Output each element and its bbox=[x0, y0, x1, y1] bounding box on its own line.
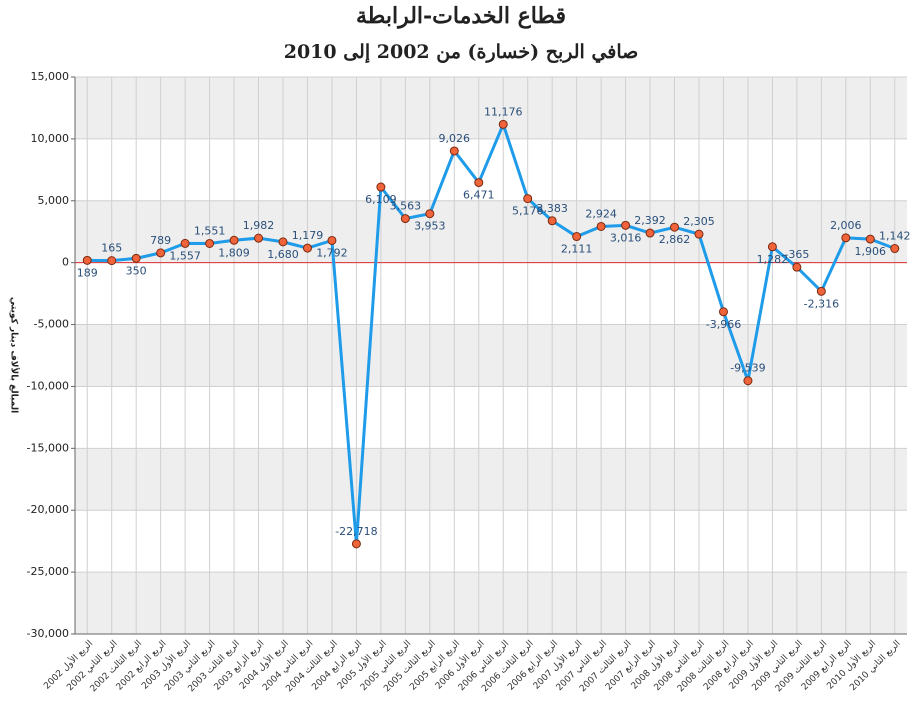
value-label: 3,953 bbox=[414, 220, 446, 233]
data-point bbox=[523, 194, 533, 204]
chart-title: قطاع الخدمات-الرابطة bbox=[356, 3, 566, 29]
value-label: 1,282 bbox=[757, 253, 789, 266]
value-label: 2,924 bbox=[585, 207, 617, 220]
data-point bbox=[547, 216, 557, 226]
value-label: 1,680 bbox=[267, 248, 299, 261]
value-label: 1,906 bbox=[855, 245, 887, 258]
data-point bbox=[767, 242, 777, 252]
data-point bbox=[890, 244, 900, 254]
y-tick-label: -10,000 bbox=[27, 379, 69, 392]
plot-band bbox=[75, 448, 907, 511]
y-tick-label: 5,000 bbox=[38, 194, 70, 207]
value-label: 3,016 bbox=[610, 231, 642, 244]
data-point bbox=[82, 255, 92, 265]
data-point bbox=[816, 286, 826, 296]
value-label: -22,718 bbox=[335, 525, 377, 538]
data-point bbox=[327, 235, 337, 245]
data-point bbox=[278, 237, 288, 247]
data-point bbox=[572, 232, 582, 242]
value-label: 1,179 bbox=[292, 229, 324, 242]
data-point bbox=[596, 221, 606, 231]
y-tick-label: 10,000 bbox=[31, 132, 70, 145]
data-point bbox=[621, 220, 631, 230]
data-point bbox=[351, 539, 361, 549]
data-point bbox=[841, 233, 851, 243]
plot-band bbox=[75, 572, 907, 634]
value-label: 11,176 bbox=[484, 105, 523, 118]
data-point bbox=[498, 119, 508, 129]
value-label: 1,809 bbox=[218, 246, 250, 259]
data-point bbox=[474, 178, 484, 188]
y-tick-label: -5,000 bbox=[34, 318, 69, 331]
data-point bbox=[792, 262, 802, 272]
value-label: 1,557 bbox=[169, 249, 201, 262]
y-tick-label: -20,000 bbox=[27, 503, 69, 516]
data-point bbox=[425, 209, 435, 219]
value-label: 1,142 bbox=[879, 230, 911, 243]
value-label: 789 bbox=[150, 234, 171, 247]
data-point bbox=[376, 182, 386, 192]
data-point bbox=[743, 376, 753, 386]
value-label: 2,111 bbox=[561, 243, 593, 256]
data-point bbox=[645, 228, 655, 238]
value-label: 1,551 bbox=[194, 224, 226, 237]
value-label: 189 bbox=[77, 266, 98, 279]
data-point bbox=[156, 248, 166, 258]
data-point bbox=[131, 253, 141, 263]
plot-band bbox=[75, 77, 907, 139]
data-point bbox=[865, 234, 875, 244]
data-point bbox=[107, 256, 117, 266]
value-label: 2,392 bbox=[634, 214, 666, 227]
y-tick-label: 15,000 bbox=[31, 70, 70, 83]
value-label: 2,305 bbox=[683, 215, 715, 228]
value-label: 350 bbox=[126, 264, 147, 277]
plot-band bbox=[75, 200, 907, 263]
data-point bbox=[400, 214, 410, 224]
data-point bbox=[229, 235, 239, 245]
plot-band bbox=[75, 324, 907, 387]
value-label: 9,026 bbox=[439, 132, 471, 145]
data-point bbox=[254, 233, 264, 243]
value-label: 3,563 bbox=[390, 200, 422, 213]
value-label: 3,383 bbox=[536, 202, 568, 215]
value-label: -365 bbox=[784, 248, 809, 261]
value-label: 2,862 bbox=[659, 233, 691, 246]
value-label: -3,966 bbox=[706, 318, 741, 331]
y-tick-label: 0 bbox=[62, 256, 69, 269]
value-label: 1,792 bbox=[316, 246, 348, 259]
data-point bbox=[180, 238, 190, 248]
value-label: -9,539 bbox=[730, 362, 765, 375]
data-line bbox=[87, 120, 896, 544]
data-point bbox=[694, 229, 704, 239]
value-label: 5,176 bbox=[512, 205, 544, 218]
data-point bbox=[205, 238, 215, 248]
value-label: 165 bbox=[101, 242, 122, 255]
y-tick-label: -30,000 bbox=[27, 627, 69, 640]
y-tick-label: -15,000 bbox=[27, 441, 69, 454]
chart-subtitle: صافي الربح (خسارة) من 2002 إلى 2010 bbox=[284, 41, 639, 64]
value-label: 1,982 bbox=[243, 219, 275, 232]
value-label: 2,006 bbox=[830, 219, 862, 232]
value-label: 6,109 bbox=[365, 193, 397, 206]
y-axis-label: المبالغ بالألاف دينار كويتي bbox=[9, 297, 21, 413]
value-label: -2,316 bbox=[804, 297, 839, 310]
data-point bbox=[670, 222, 680, 232]
value-label: 6,471 bbox=[463, 189, 495, 202]
data-point bbox=[718, 307, 728, 317]
data-point bbox=[449, 146, 459, 156]
y-tick-label: -25,000 bbox=[27, 565, 69, 578]
data-point bbox=[302, 243, 312, 253]
